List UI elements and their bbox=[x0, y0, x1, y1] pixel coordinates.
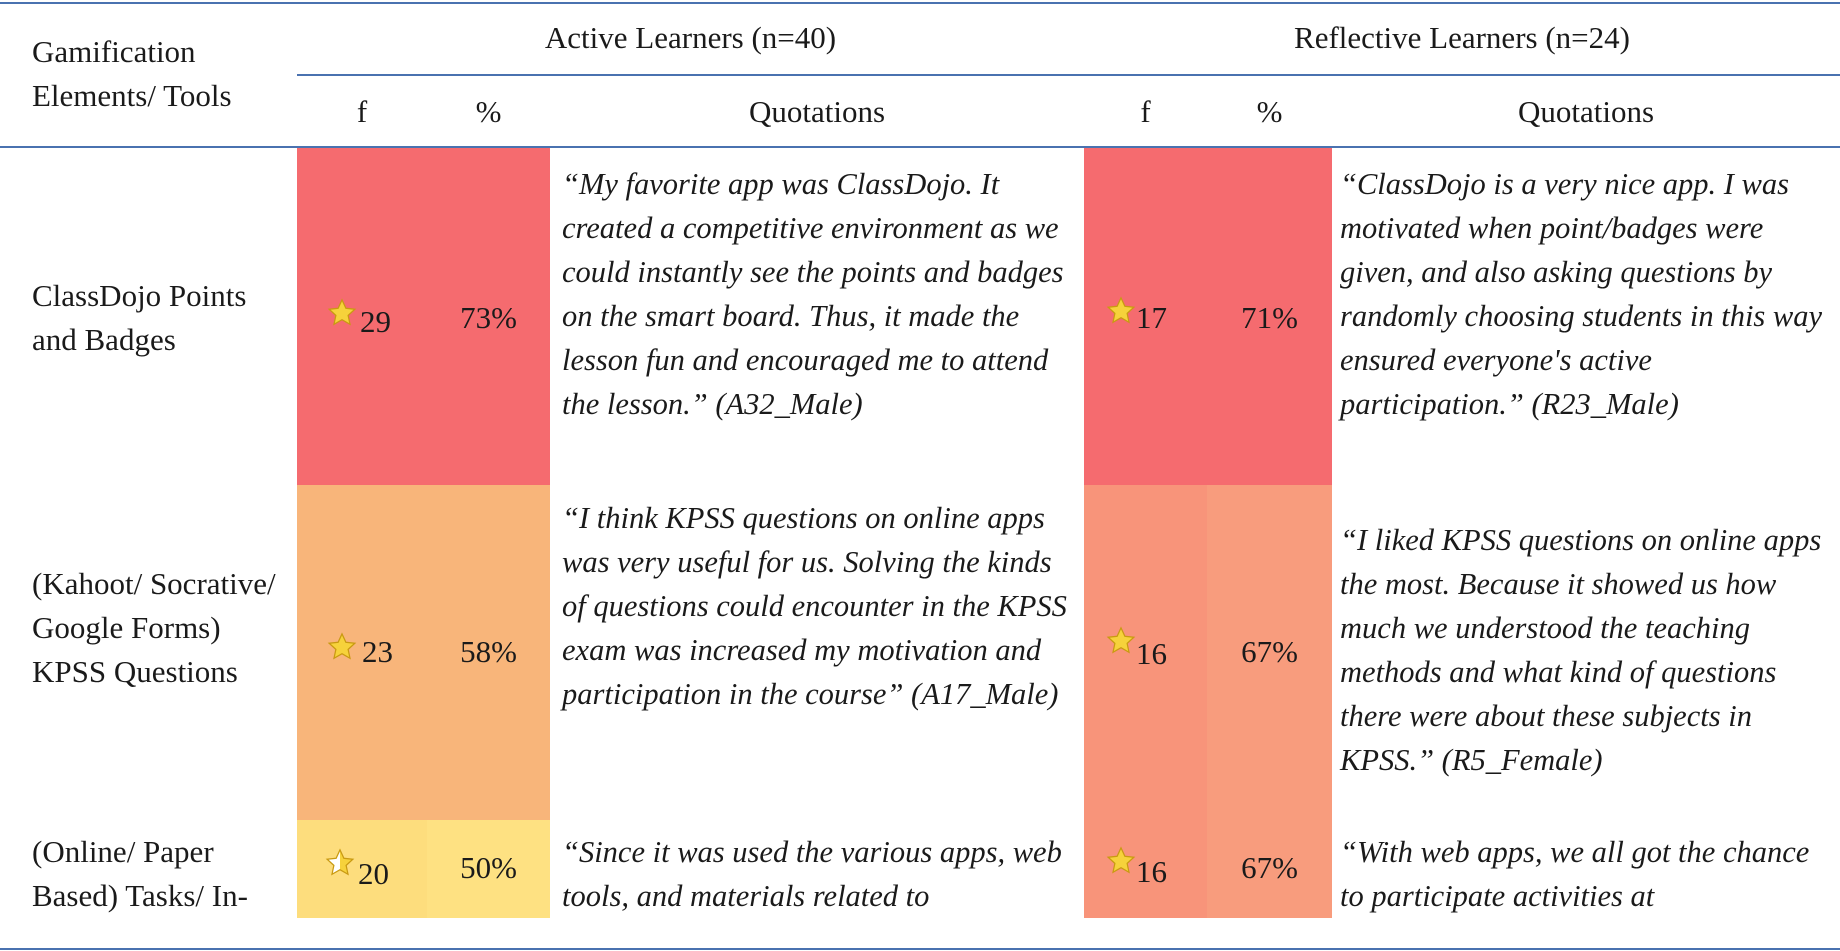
row1-reflective-pct: 71% bbox=[1241, 300, 1298, 335]
header-active-quotations: Quotations bbox=[748, 94, 886, 129]
row1-reflective-f-cell bbox=[1084, 148, 1207, 485]
star-half-icon bbox=[325, 848, 355, 876]
row1-element-label: ClassDojo Points and Badges bbox=[32, 278, 247, 357]
header-active-learners: Active Learners (n=40) bbox=[544, 20, 837, 55]
header-reflective-learners: Reflective Learners (n=24) bbox=[1294, 20, 1630, 55]
row1-reflective-quote: “ClassDojo is a very nice app. I was mot… bbox=[1340, 167, 1823, 421]
row1-active-quote: “My favorite app was ClassDojo. It creat… bbox=[562, 167, 1064, 421]
header-active-pct: % bbox=[475, 94, 502, 129]
row3-active-f-cell bbox=[297, 820, 427, 918]
star-full-icon bbox=[327, 298, 357, 326]
row3-active-f: 20 bbox=[358, 856, 389, 891]
row3-reflective-quote: “With web apps, we all got the chance to… bbox=[1340, 835, 1810, 913]
row2-active-pct-cell bbox=[427, 485, 550, 820]
star-full-icon bbox=[1106, 626, 1136, 654]
row1-active-pct: 73% bbox=[460, 300, 517, 335]
active-group-rule bbox=[297, 74, 1084, 76]
row3-active-quote: “Since it was used the various apps, web… bbox=[562, 835, 1062, 913]
row2-active-f: 23 bbox=[362, 634, 393, 669]
table-bottom-rule bbox=[0, 948, 1840, 950]
row3-active-pct: 50% bbox=[460, 850, 517, 885]
row2-reflective-quote: “I liked KPSS questions on online apps t… bbox=[1340, 523, 1822, 777]
header-reflective-f: f bbox=[1140, 94, 1151, 129]
header-active-f: f bbox=[356, 94, 368, 129]
header-reflective-quotations: Quotations bbox=[1517, 94, 1655, 129]
row2-active-pct: 58% bbox=[460, 634, 517, 669]
row3-reflective-pct: 67% bbox=[1241, 850, 1298, 885]
row2-reflective-f-cell bbox=[1084, 485, 1207, 820]
row3-reflective-f-cell bbox=[1084, 820, 1207, 918]
row1-reflective-pct-cell bbox=[1207, 148, 1332, 485]
star-full-icon bbox=[1106, 296, 1136, 324]
star-full-icon bbox=[327, 632, 357, 660]
row2-element-label: (Kahoot/ Socrative/ Google Forms) KPSS Q… bbox=[32, 566, 276, 689]
row2-reflective-pct-cell bbox=[1207, 485, 1332, 820]
row1-active-pct-cell bbox=[427, 148, 550, 485]
reflective-group-rule bbox=[1084, 74, 1840, 76]
row3-active-pct-cell bbox=[427, 820, 550, 918]
star-full-icon bbox=[1106, 846, 1136, 874]
header-reflective-pct: % bbox=[1256, 94, 1283, 129]
table-top-rule bbox=[0, 2, 1840, 4]
row2-active-f-cell bbox=[297, 485, 427, 820]
row3-reflective-pct-cell bbox=[1207, 820, 1332, 918]
row2-reflective-f: 16 bbox=[1136, 636, 1167, 671]
row2-active-quote: “I think KPSS questions on online apps w… bbox=[562, 501, 1067, 711]
row2-reflective-pct: 67% bbox=[1241, 634, 1298, 669]
row3-element-label: (Online/ Paper Based) Tasks/ In- bbox=[32, 834, 248, 913]
header-bottom-rule bbox=[0, 146, 1840, 148]
row1-active-f: 29 bbox=[360, 304, 391, 339]
row1-reflective-f: 17 bbox=[1136, 300, 1167, 335]
row3-reflective-f: 16 bbox=[1136, 854, 1167, 889]
header-elements-tools: Gamification Elements/ Tools bbox=[32, 34, 232, 113]
row1-active-f-cell bbox=[297, 148, 427, 485]
